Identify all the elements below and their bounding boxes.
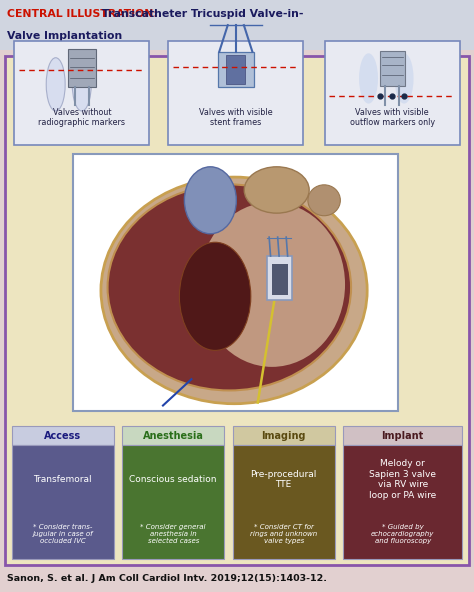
Bar: [325, 41, 460, 145]
Ellipse shape: [108, 185, 351, 391]
Ellipse shape: [72, 58, 91, 111]
Bar: [122, 426, 224, 445]
Text: * Guided by
echocardiography
and fluoroscopy: * Guided by echocardiography and fluoros…: [371, 525, 434, 544]
Bar: [343, 445, 462, 559]
Ellipse shape: [199, 202, 345, 367]
Ellipse shape: [46, 58, 65, 111]
Text: Conscious sedation: Conscious sedation: [129, 475, 217, 484]
Bar: [14, 41, 149, 145]
Ellipse shape: [359, 53, 378, 104]
Text: Valves with visible
outflow markers only: Valves with visible outflow markers only: [350, 108, 435, 127]
Bar: [12, 426, 114, 445]
Ellipse shape: [394, 53, 413, 104]
Text: Valves without
radiographic markers: Valves without radiographic markers: [38, 108, 125, 127]
Bar: [233, 445, 335, 559]
Text: Anesthesia: Anesthesia: [143, 431, 204, 440]
Bar: [272, 264, 288, 295]
Bar: [73, 154, 398, 411]
Ellipse shape: [244, 167, 309, 213]
Bar: [0, 0, 474, 50]
Text: Transfemoral: Transfemoral: [34, 475, 92, 484]
Text: * Consider CT for
rings and unknown
valve types: * Consider CT for rings and unknown valv…: [250, 525, 317, 545]
Text: Valve Implantation: Valve Implantation: [7, 31, 122, 41]
Ellipse shape: [101, 177, 367, 404]
Text: Pre-procedural
TTE: Pre-procedural TTE: [250, 470, 317, 489]
Text: Imaging: Imaging: [262, 431, 306, 440]
Ellipse shape: [179, 242, 251, 350]
Bar: [233, 426, 335, 445]
Bar: [5, 56, 469, 565]
Text: Valves with visible
stent frames: Valves with visible stent frames: [199, 108, 273, 127]
Bar: [267, 256, 292, 301]
Bar: [168, 41, 303, 145]
Text: * Consider trans-
jugular in case of
occluded IVC: * Consider trans- jugular in case of occ…: [33, 525, 93, 544]
Text: * Consider general
anesthesia in
selected cases: * Consider general anesthesia in selecte…: [140, 525, 206, 544]
Text: Access: Access: [44, 431, 82, 440]
Text: CENTRAL ILLUSTRATION:: CENTRAL ILLUSTRATION:: [7, 9, 158, 19]
Bar: [380, 51, 405, 86]
Text: Transcatheter Tricuspid Valve-in-: Transcatheter Tricuspid Valve-in-: [102, 9, 303, 19]
Bar: [218, 52, 254, 88]
Bar: [226, 54, 245, 84]
Text: Implant: Implant: [382, 431, 424, 440]
Text: Sanon, S. et al. J Am Coll Cardiol Intv. 2019;12(15):1403-12.: Sanon, S. et al. J Am Coll Cardiol Intv.…: [7, 574, 327, 584]
Bar: [68, 49, 96, 88]
Bar: [12, 445, 114, 559]
Bar: [122, 445, 224, 559]
Bar: [343, 426, 462, 445]
Ellipse shape: [184, 167, 237, 234]
Text: Melody or
Sapien 3 valve
via RV wire
loop or PA wire: Melody or Sapien 3 valve via RV wire loo…: [369, 459, 436, 500]
Ellipse shape: [308, 185, 340, 215]
